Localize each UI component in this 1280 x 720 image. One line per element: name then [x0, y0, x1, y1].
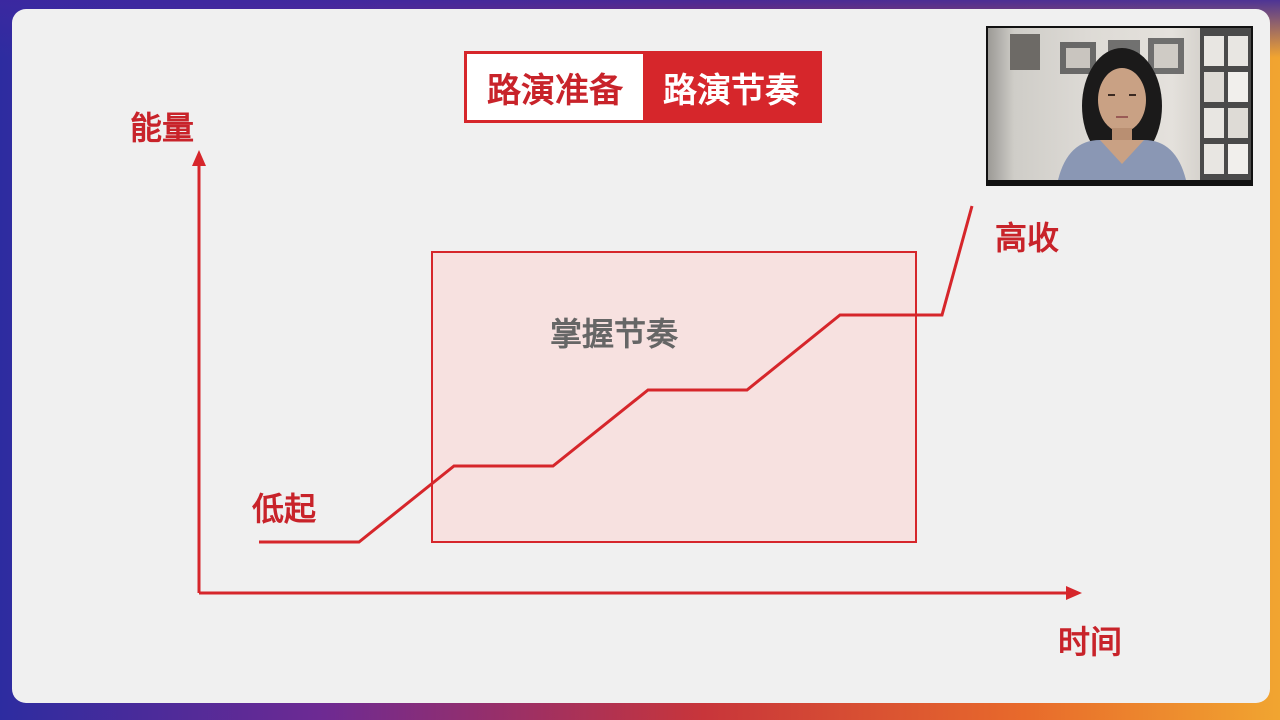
presenter-video-icon: [1010, 28, 1251, 180]
rhythm-box: [431, 251, 917, 543]
webcam-feed: [988, 28, 1251, 180]
x-axis-arrow-icon: [1066, 586, 1082, 600]
energy-curve: [259, 205, 974, 544]
rhythm-box-label: 掌握节奏: [550, 315, 679, 353]
x-axis-label: 时间: [1058, 623, 1123, 661]
y-axis-label: 能量: [130, 109, 195, 147]
start-label: 低起: [252, 490, 317, 528]
title-tab-preparation: 路演准备: [487, 70, 623, 111]
y-axis-arrow-icon: [192, 150, 206, 166]
end-label: 高收: [995, 219, 1060, 257]
energy-timeline-diagram: [192, 150, 1082, 600]
slide-title-tabs: 路演准备 路演节奏: [464, 51, 822, 123]
presenter-webcam: [986, 26, 1253, 186]
title-tab-rhythm: 路演节奏: [643, 54, 819, 120]
